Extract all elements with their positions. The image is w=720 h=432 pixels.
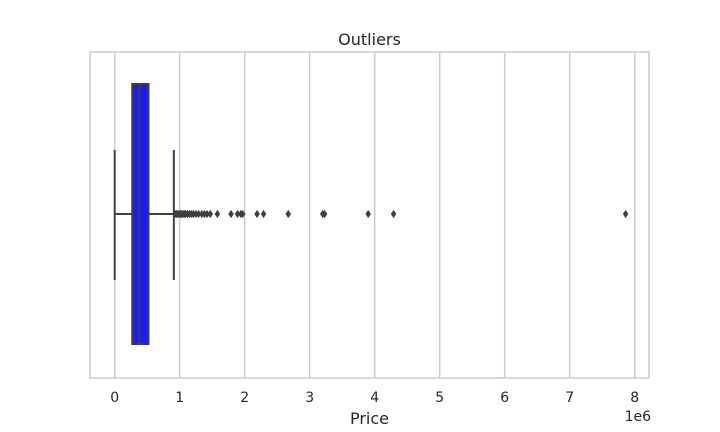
plot-area-frame — [89, 51, 650, 379]
x-tick-label-3: 3 — [305, 390, 314, 406]
outlier-point-23 — [239, 209, 246, 219]
outlier-point-25 — [260, 209, 267, 219]
grid-lines — [113, 52, 636, 378]
outlier-point-19 — [214, 209, 221, 219]
outlier-point-30 — [390, 209, 397, 219]
outlier-point-28 — [321, 209, 328, 219]
x-tick-label-4: 4 — [370, 390, 379, 406]
outlier-point-24 — [254, 209, 260, 219]
chart-title: Outliers — [338, 30, 401, 49]
outlier-point-18 — [207, 209, 214, 219]
x-axis-offset-text: 1e6 — [625, 409, 652, 425]
x-tick-label-7: 7 — [565, 390, 574, 406]
box-group — [113, 83, 175, 345]
x-tick-label-5: 5 — [435, 390, 444, 406]
outlier-point-26 — [285, 209, 292, 219]
x-tick-label-6: 6 — [500, 390, 509, 406]
x-tick-label-8: 8 — [630, 390, 639, 406]
outlier-points — [172, 209, 629, 219]
x-tick-label-1: 1 — [175, 390, 184, 406]
x-axis-label: Price — [350, 409, 389, 428]
x-tick-label-0: 0 — [110, 390, 119, 406]
outlier-point-29 — [365, 209, 371, 219]
x-tick-label-2: 2 — [240, 390, 249, 406]
outlier-point-20 — [228, 209, 234, 219]
x-tick-labels: 0 1 2 3 4 5 6 7 8 — [110, 390, 639, 406]
outlier-point-31 — [622, 209, 629, 219]
